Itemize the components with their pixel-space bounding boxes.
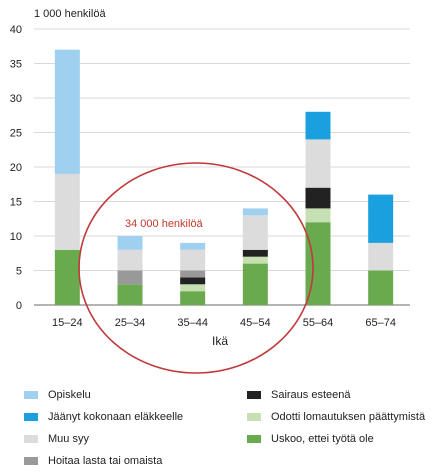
y-axis-ticks: 0 5 10 15 20 25 30 35 40 bbox=[10, 24, 22, 312]
legend-item: Hoitaa lasta tai omaista bbox=[24, 455, 162, 467]
y-tick-label: 0 bbox=[16, 300, 22, 312]
legend-swatch bbox=[24, 413, 38, 421]
x-axis-title: Ikä bbox=[212, 334, 228, 348]
legend-item: Opiskelu bbox=[24, 389, 91, 401]
y-tick-label: 25 bbox=[10, 128, 22, 140]
bar-segment bbox=[305, 208, 331, 223]
bar-segment bbox=[54, 249, 80, 305]
legend-label: Uskoo, ettei työtä ole bbox=[271, 433, 374, 445]
bar-segment bbox=[180, 242, 206, 250]
bar-segment bbox=[305, 111, 331, 140]
legend-swatch bbox=[24, 457, 38, 465]
bar-segment bbox=[54, 173, 80, 250]
x-tick-label: 15–24 bbox=[52, 317, 83, 329]
bar-segment bbox=[368, 194, 394, 243]
legend-item: Jäänyt kokonaan eläkkeelle bbox=[24, 411, 183, 423]
y-tick-label: 15 bbox=[10, 197, 22, 209]
x-tick-label: 35–44 bbox=[177, 317, 208, 329]
unit-label: 1 000 henkilöä bbox=[34, 8, 106, 20]
y-tick-label: 10 bbox=[10, 231, 22, 243]
legend-swatch bbox=[24, 391, 38, 399]
bar-segment bbox=[242, 263, 268, 305]
legend-item: Uskoo, ettei työtä ole bbox=[247, 433, 374, 445]
y-tick-label: 5 bbox=[16, 266, 22, 278]
bar-segment bbox=[180, 291, 206, 305]
bar-segment bbox=[180, 270, 206, 278]
annotation-label: 34 000 henkilöä bbox=[125, 218, 204, 230]
bar-segment bbox=[54, 49, 80, 174]
bar-segment bbox=[117, 236, 143, 250]
x-tick-label: 25–34 bbox=[115, 317, 146, 329]
bar-segment bbox=[368, 270, 394, 305]
legend-swatch bbox=[24, 435, 38, 443]
legend-swatch bbox=[247, 413, 261, 421]
bar-segment bbox=[305, 139, 331, 188]
y-tick-label: 30 bbox=[10, 93, 22, 105]
x-axis-ticks: 15–24 25–34 35–44 45–54 55–64 65–74 bbox=[52, 317, 396, 329]
bars bbox=[54, 49, 394, 305]
legend-label: Muu syy bbox=[48, 433, 89, 445]
bar-segment bbox=[180, 284, 206, 292]
bar-segment bbox=[242, 256, 268, 264]
x-tick-label: 55–64 bbox=[303, 317, 334, 329]
bar-segment bbox=[117, 284, 143, 305]
bar-segment bbox=[305, 187, 331, 209]
y-tick-label: 40 bbox=[10, 24, 22, 36]
legend-item: Sairaus esteenä bbox=[247, 389, 351, 401]
x-tick-label: 45–54 bbox=[240, 317, 271, 329]
gridlines bbox=[34, 28, 410, 306]
legend-item: Odotti lomautuksen päättymistä bbox=[247, 411, 425, 423]
bar-segment bbox=[180, 249, 206, 271]
bar-segment bbox=[117, 270, 143, 285]
bar-segment bbox=[180, 277, 206, 285]
legend-label: Jäänyt kokonaan eläkkeelle bbox=[48, 411, 184, 423]
legend-swatch bbox=[247, 391, 261, 399]
legend-swatch bbox=[247, 435, 261, 443]
bar-segment bbox=[117, 249, 143, 271]
legend-label: Opiskelu bbox=[48, 389, 91, 401]
legend-label: Odotti lomautuksen päättymistä bbox=[271, 411, 426, 423]
highlight-circle bbox=[78, 162, 314, 374]
legend-item: Muu syy bbox=[24, 433, 89, 445]
y-tick-label: 35 bbox=[10, 59, 22, 71]
bar-segment bbox=[242, 215, 268, 250]
y-tick-label: 20 bbox=[10, 162, 22, 174]
x-tick-label: 65–74 bbox=[365, 317, 396, 329]
legend-label: Sairaus esteenä bbox=[271, 389, 351, 401]
bar-segment bbox=[242, 249, 268, 257]
bar-segment bbox=[242, 208, 268, 216]
legend-label: Hoitaa lasta tai omaista bbox=[48, 455, 163, 467]
bar-segment bbox=[368, 242, 394, 271]
